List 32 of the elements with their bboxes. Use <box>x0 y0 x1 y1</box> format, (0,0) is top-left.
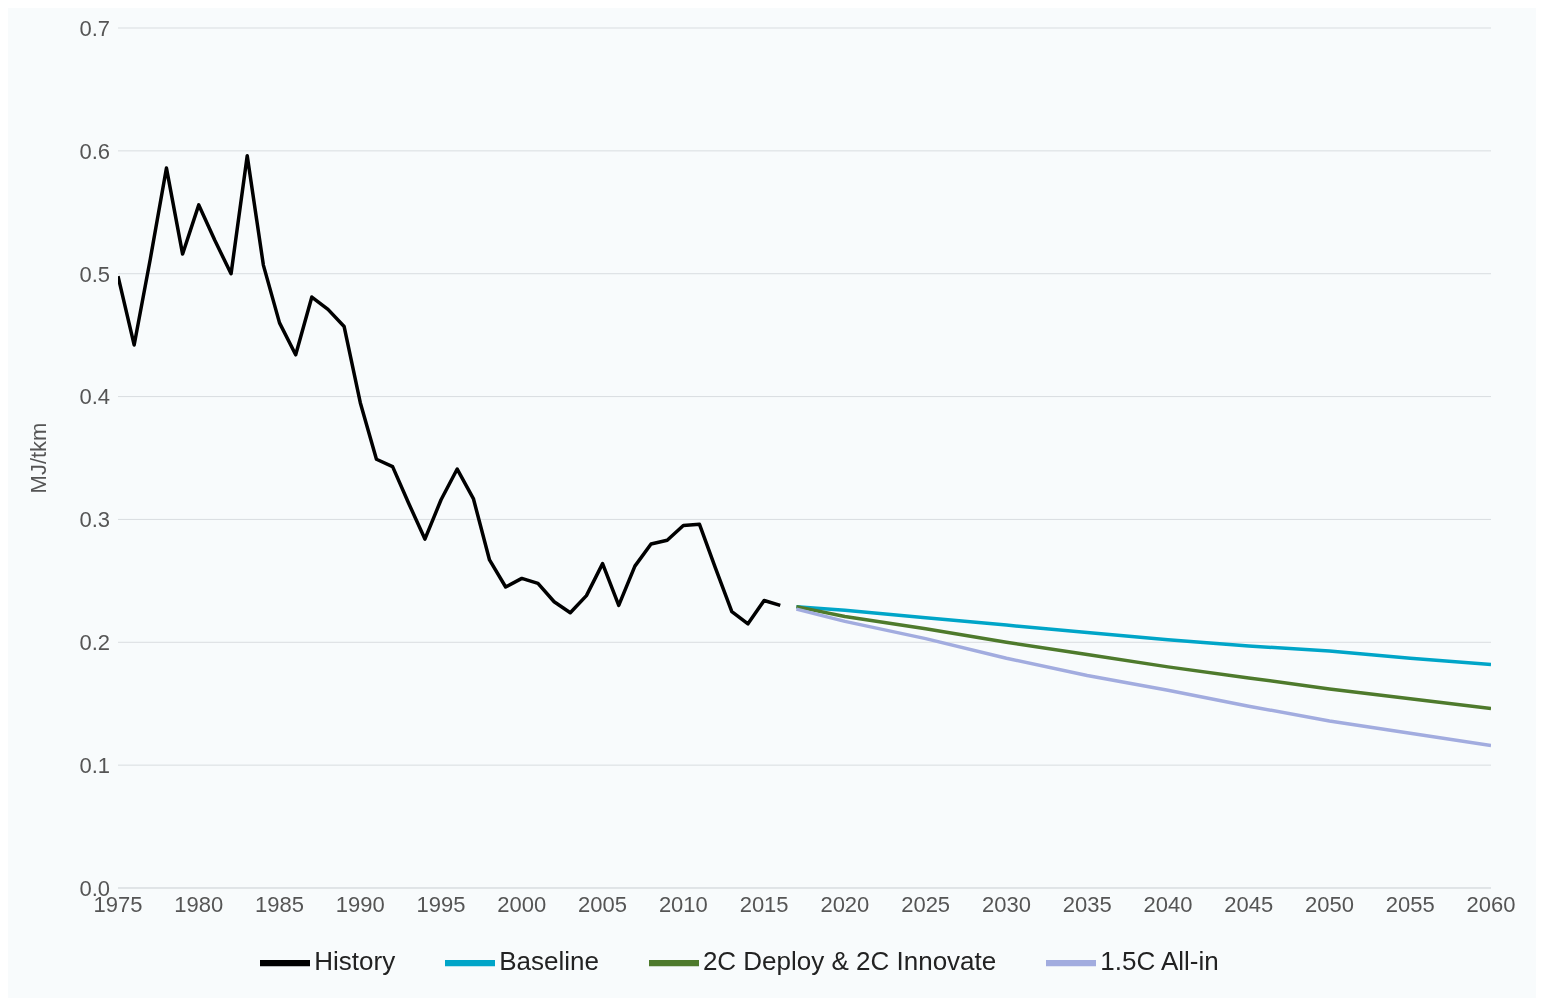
x-tick-label: 2040 <box>1143 891 1193 917</box>
y-tick-label: 0.1 <box>79 752 110 778</box>
x-tick-label: 2015 <box>739 891 789 917</box>
x-tick-label: 2035 <box>1062 891 1112 917</box>
x-tick-label: 2005 <box>578 891 628 917</box>
x-tick-label: 2010 <box>658 891 708 917</box>
x-tick-label: 2020 <box>820 891 870 917</box>
x-tick-label: 2030 <box>981 891 1031 917</box>
y-tick-label: 0.3 <box>79 507 110 533</box>
x-tick-label: 2050 <box>1304 891 1354 917</box>
x-tick-label: 1990 <box>335 891 385 917</box>
x-tick-label: 2060 <box>1466 891 1516 917</box>
line-series <box>118 154 783 626</box>
x-tick-label: 2025 <box>901 891 951 917</box>
y-axis-title: MJ/tkm <box>25 422 51 494</box>
y-tick-label: 0.2 <box>79 630 110 656</box>
x-tick-label: 1980 <box>174 891 224 917</box>
legend-label: History <box>314 945 396 976</box>
y-tick-label: 0.5 <box>79 261 110 287</box>
legend-label: 1.5C All-in <box>1100 945 1219 976</box>
legend-label: 2C Deploy & 2C Innovate <box>702 945 997 976</box>
x-tick-label: 2055 <box>1385 891 1435 917</box>
x-tick-label: 2000 <box>497 891 547 917</box>
x-tick-label: 1985 <box>255 891 305 917</box>
y-tick-label: 0.6 <box>79 138 110 164</box>
x-tick-label: 1995 <box>416 891 466 917</box>
x-tick-label: 2045 <box>1224 891 1274 917</box>
y-tick-label: 0.7 <box>79 15 110 41</box>
line-series <box>794 607 1491 748</box>
line-series <box>794 604 1491 711</box>
y-tick-label: 0.4 <box>79 384 110 410</box>
legend-label: Baseline <box>499 945 599 976</box>
